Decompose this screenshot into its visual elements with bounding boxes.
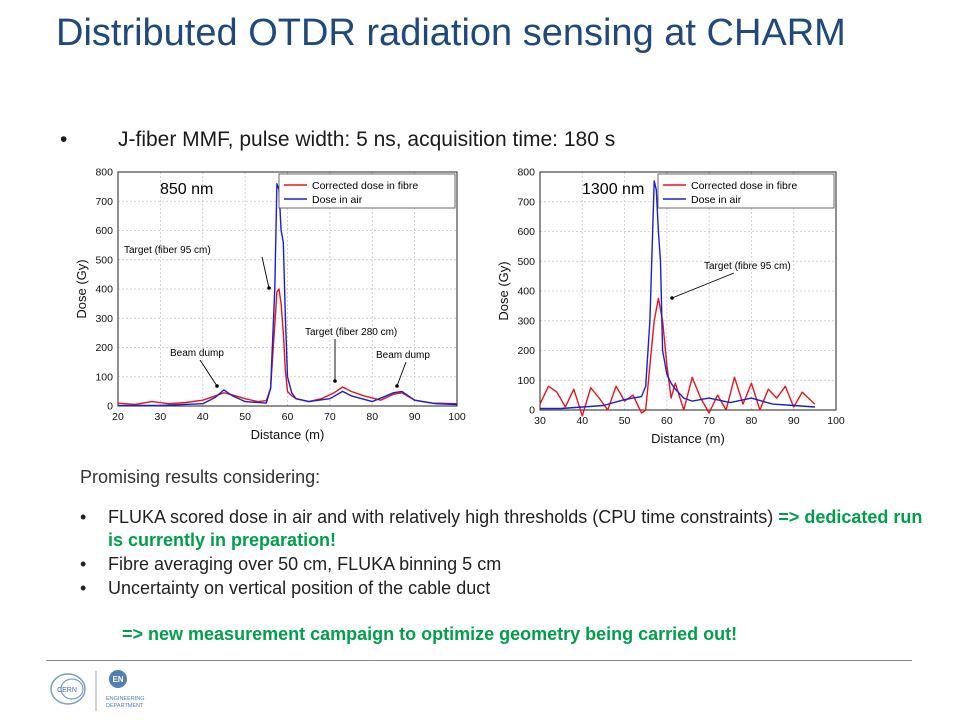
annotation-arrow — [199, 359, 218, 387]
y-tick-label: 800 — [517, 167, 535, 179]
wavelength-label: 850 nm — [160, 181, 213, 198]
considerations-list: • FLUKA scored dose in air and with rela… — [80, 506, 940, 601]
x-tick-label: 40 — [197, 411, 209, 423]
y-tick-label: 800 — [95, 167, 113, 179]
y-tick-label: 0 — [529, 405, 535, 417]
legend-entry: Dose in air — [312, 194, 363, 206]
annotation-arrow — [396, 361, 407, 387]
series-air-line — [540, 180, 815, 410]
bullet: • — [60, 128, 68, 151]
en-logo-text: EN — [112, 675, 123, 684]
x-axis-label: Distance (m) — [651, 431, 725, 446]
chart-1300nm: 30 40 50 60 70 80 90 100 0 100 200 300 400 500 600 700 8… — [496, 158, 846, 458]
cern-logo: CERN — [50, 673, 86, 705]
item-text: FLUKA scored dose in air and with relati… — [108, 507, 774, 527]
cern-logo-text: CERN — [57, 687, 77, 694]
annotation-arrowhead — [215, 384, 219, 388]
item-text: Uncertainty on vertical position of the … — [108, 578, 491, 598]
campaign-note: => new measurement campaign to optimize … — [122, 624, 738, 644]
subtitle-text: J-fiber MMF, pulse width: 5 ns, acquisit… — [118, 128, 616, 151]
series-corrected-line — [117, 288, 458, 406]
legend-entry: Dose in air — [691, 194, 742, 206]
annotation-arrow — [671, 272, 735, 299]
x-tick-label: 90 — [409, 411, 421, 423]
y-axis-label: Dose (Gy) — [74, 259, 89, 318]
wavelength-label: 1300 nm — [582, 181, 644, 198]
x-tick-label: 50 — [619, 415, 631, 427]
legend-entry: Corrected dose in fibre — [312, 180, 418, 192]
y-tick-label: 500 — [95, 254, 113, 266]
annotation-label: Target (fiber 280 cm) — [305, 327, 397, 338]
series-corrected-line — [539, 297, 816, 417]
promising-label: Promising results considering: — [80, 467, 321, 487]
list-item: • Uncertainty on vertical position of th… — [80, 577, 940, 600]
x-axis-label: Distance (m) — [251, 427, 325, 442]
list-item: • Fibre averaging over 50 cm, FLUKA binn… — [80, 553, 940, 576]
legend-box — [657, 173, 835, 209]
annotation-label: Beam dump — [170, 348, 224, 359]
y-tick-label: 700 — [517, 196, 535, 208]
x-tick-label: 70 — [324, 411, 336, 423]
chart-svg: 20 30 40 50 60 70 80 90 100 0 100 200 300 400 500 600 70… — [74, 167, 466, 443]
annotation-arrowhead — [670, 296, 674, 300]
y-tick-label: 600 — [517, 226, 535, 238]
x-tick-label: 30 — [534, 415, 546, 427]
chart-850nm: 20 30 40 50 60 70 80 90 100 0 100 200 300 400 500 600 70… — [72, 158, 472, 458]
x-tick-label: 30 — [155, 411, 167, 423]
page-title: Distributed OTDR radiation sensing at CH… — [56, 12, 846, 54]
annotation-arrow — [261, 256, 270, 289]
x-tick-label: 90 — [788, 415, 800, 427]
x-tick-label: 100 — [448, 411, 466, 423]
bullet: • — [80, 578, 87, 598]
bullet: • — [80, 507, 87, 527]
series-air-line — [118, 183, 458, 407]
legend-entry: Corrected dose in fibre — [691, 180, 797, 192]
y-tick-label: 300 — [517, 315, 535, 327]
plot-frame — [117, 171, 458, 407]
y-tick-label: 500 — [517, 256, 535, 268]
bullet: • — [80, 554, 87, 574]
plot-frame — [539, 171, 837, 411]
annotation-label: Target (fibre 95 cm) — [704, 261, 791, 272]
x-tick-label: 20 — [112, 411, 124, 423]
footer-divider — [46, 660, 912, 661]
y-tick-label: 0 — [107, 401, 113, 413]
y-tick-label: 700 — [95, 196, 113, 208]
legend-box — [278, 173, 456, 209]
chart-svg: 30 40 50 60 70 80 90 100 0 100 200 300 400 500 600 700 8… — [496, 167, 845, 447]
y-tick-label: 400 — [517, 286, 535, 298]
list-item: • FLUKA scored dose in air and with rela… — [80, 506, 940, 552]
item-text: Fibre averaging over 50 cm, FLUKA binnin… — [108, 554, 502, 574]
y-tick-label: 100 — [517, 375, 535, 387]
x-tick-label: 80 — [366, 411, 378, 423]
y-tick-label: 200 — [517, 345, 535, 357]
y-tick-label: 300 — [95, 313, 113, 325]
y-tick-label: 600 — [95, 225, 113, 237]
y-tick-label: 200 — [95, 342, 113, 354]
annotation-arrowhead — [395, 384, 399, 388]
x-tick-label: 50 — [239, 411, 251, 423]
x-tick-label: 80 — [746, 415, 758, 427]
x-tick-label: 70 — [703, 415, 715, 427]
x-tick-label: 40 — [576, 415, 588, 427]
item-note: => dedicated run is currently in prepara… — [108, 507, 923, 550]
y-tick-label: 100 — [95, 371, 113, 383]
en-logo: EN ENGINEERING DEPARTMENT — [106, 670, 145, 709]
x-tick-label: 100 — [827, 415, 845, 427]
y-tick-label: 400 — [95, 284, 113, 296]
x-tick-label: 60 — [282, 411, 294, 423]
annotation-label: Beam dump — [376, 350, 430, 361]
annotation-arrowhead — [333, 379, 337, 383]
annotation-arrowhead — [267, 286, 271, 290]
footer-logos: CERN EN ENGINEERING DEPARTMENT — [46, 665, 206, 715]
dept-line1: ENGINEERING — [106, 696, 145, 702]
y-axis-label: Dose (Gy) — [496, 261, 511, 320]
annotation-label: Target (fiber 95 cm) — [124, 245, 211, 256]
x-tick-label: 60 — [661, 415, 673, 427]
dept-line2: DEPARTMENT — [106, 703, 144, 709]
